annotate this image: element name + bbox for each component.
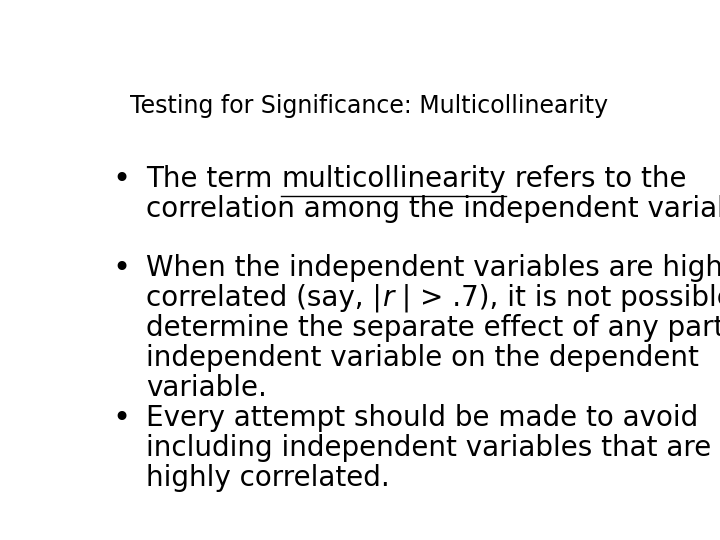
Text: determine the separate effect of any particular: determine the separate effect of any par… [145,314,720,342]
Text: multicollinearity: multicollinearity [281,165,505,193]
Text: •: • [112,404,130,433]
Text: variable.: variable. [145,374,266,402]
Text: | > .7), it is not possible to: | > .7), it is not possible to [393,284,720,313]
Text: •: • [112,254,130,283]
Text: independent variable on the dependent: independent variable on the dependent [145,344,698,372]
Text: •: • [112,165,130,194]
Text: Every attempt should be made to avoid: Every attempt should be made to avoid [145,404,698,431]
Text: including independent variables that are: including independent variables that are [145,434,711,462]
Text: correlated (say, |: correlated (say, | [145,284,382,313]
Text: When the independent variables are highly: When the independent variables are highl… [145,254,720,282]
Text: r: r [382,284,393,312]
Text: refers to the: refers to the [505,165,686,193]
Text: correlation among the independent variables.: correlation among the independent variab… [145,194,720,222]
Text: highly correlated.: highly correlated. [145,463,390,491]
Text: The term: The term [145,165,281,193]
Text: Testing for Significance: Multicollinearity: Testing for Significance: Multicollinear… [130,94,608,118]
